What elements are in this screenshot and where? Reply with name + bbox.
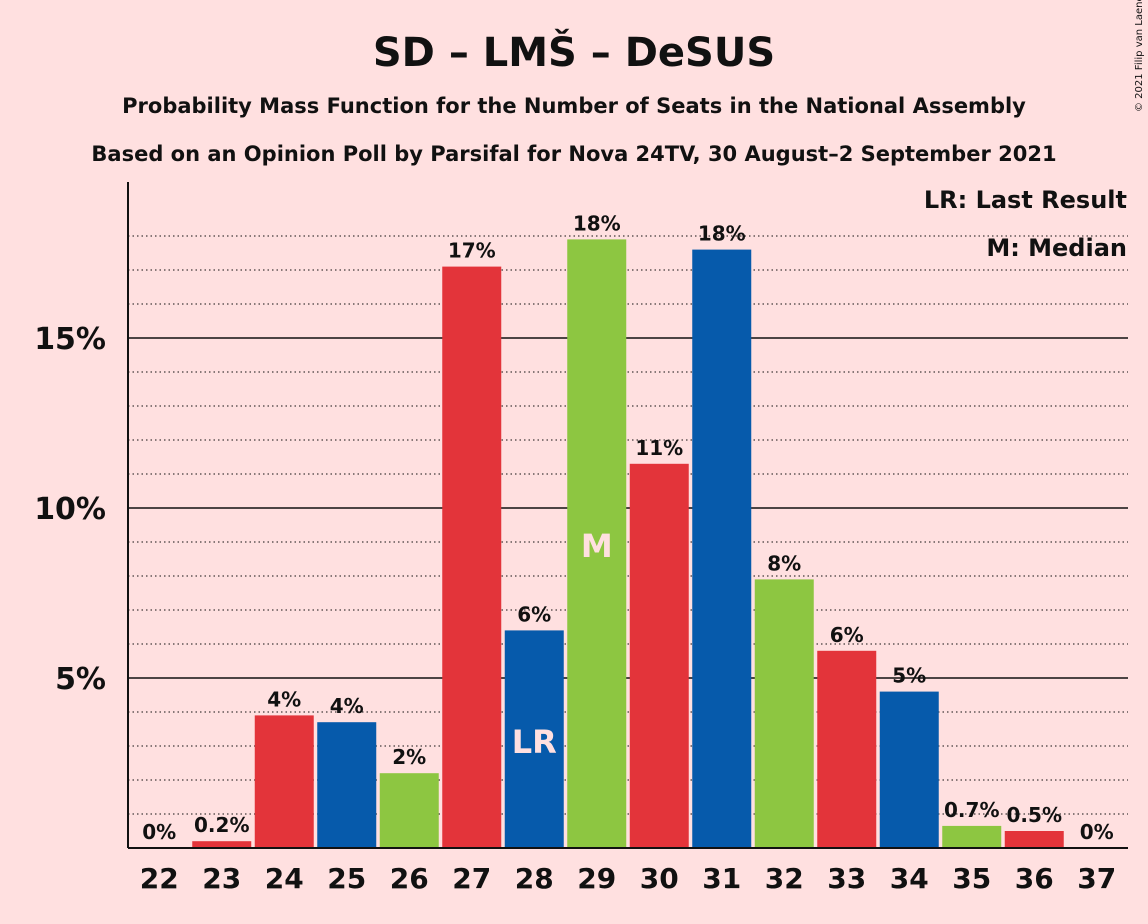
data-label-32: 8%: [767, 551, 801, 575]
x-tick-label-23: 23: [202, 862, 241, 895]
legend-last-result: LR: Last Result: [924, 186, 1127, 214]
x-tick-label-22: 22: [140, 862, 179, 895]
bar-seats-28: [504, 630, 564, 848]
legend-median: M: Median: [986, 234, 1127, 262]
bar-annotation-lr: LR: [512, 723, 557, 761]
x-tick-label-27: 27: [452, 862, 491, 895]
bar-seats-23: [192, 841, 252, 848]
bar-seats-33: [817, 650, 877, 848]
copyright-note: © 2021 Filip van Laenen: [1134, 0, 1145, 112]
x-tick-label-36: 36: [1015, 862, 1054, 895]
labels-group: 5% 10% 15% 0% 22 0.2% 23 4% 24 4% 25 2% 26 17% 27 6% 28 L…: [34, 211, 1116, 895]
bar-seats-35: [942, 825, 1002, 848]
bar-seats-26: [379, 773, 439, 848]
y-tick-label: 10%: [34, 492, 106, 527]
x-tick-label-30: 30: [640, 862, 679, 895]
x-tick-label-29: 29: [577, 862, 616, 895]
bar-seats-36: [1004, 831, 1064, 848]
data-label-22: 0%: [142, 820, 176, 844]
data-label-37: 0%: [1080, 820, 1114, 844]
x-tick-label-35: 35: [952, 862, 991, 895]
data-label-27: 17%: [448, 239, 496, 263]
x-tick-label-26: 26: [390, 862, 429, 895]
x-tick-label-31: 31: [702, 862, 741, 895]
data-label-24: 4%: [267, 687, 301, 711]
bar-seats-30: [629, 463, 689, 848]
data-label-29: 18%: [573, 211, 621, 235]
data-label-23: 0.2%: [194, 813, 249, 837]
y-tick-label: 5%: [55, 662, 106, 697]
data-label-36: 0.5%: [1007, 803, 1062, 827]
data-label-30: 11%: [635, 436, 683, 460]
grid-lines: [128, 235, 1128, 815]
x-tick-label-34: 34: [890, 862, 929, 895]
data-label-31: 18%: [698, 222, 746, 246]
y-tick-label: 15%: [34, 322, 106, 357]
bar-seats-29: [567, 239, 627, 848]
bar-seats-25: [317, 722, 377, 848]
x-tick-label-32: 32: [765, 862, 804, 895]
data-label-34: 5%: [892, 664, 926, 688]
data-label-35: 0.7%: [944, 798, 999, 822]
data-label-25: 4%: [330, 694, 364, 718]
x-tick-label-24: 24: [265, 862, 304, 895]
bar-seats-24: [254, 715, 314, 848]
data-label-26: 2%: [392, 745, 426, 769]
x-tick-label-37: 37: [1077, 862, 1116, 895]
bar-seats-31: [692, 249, 752, 849]
bar-seats-32: [754, 579, 814, 848]
x-tick-label-28: 28: [515, 862, 554, 895]
chart-title: SD – LMŠ – DeSUS: [373, 28, 775, 76]
bar-seats-34: [879, 691, 939, 848]
data-label-28: 6%: [517, 602, 551, 626]
bar-annotation-m: M: [581, 527, 613, 565]
data-label-33: 6%: [830, 623, 864, 647]
bars-group: [192, 239, 1064, 849]
chart-subtitle: Probability Mass Function for the Number…: [122, 94, 1026, 118]
bar-seats-27: [442, 266, 502, 849]
x-tick-label-33: 33: [827, 862, 866, 895]
x-tick-label-25: 25: [327, 862, 366, 895]
chart-subtitle-source: Based on an Opinion Poll by Parsifal for…: [91, 142, 1056, 166]
